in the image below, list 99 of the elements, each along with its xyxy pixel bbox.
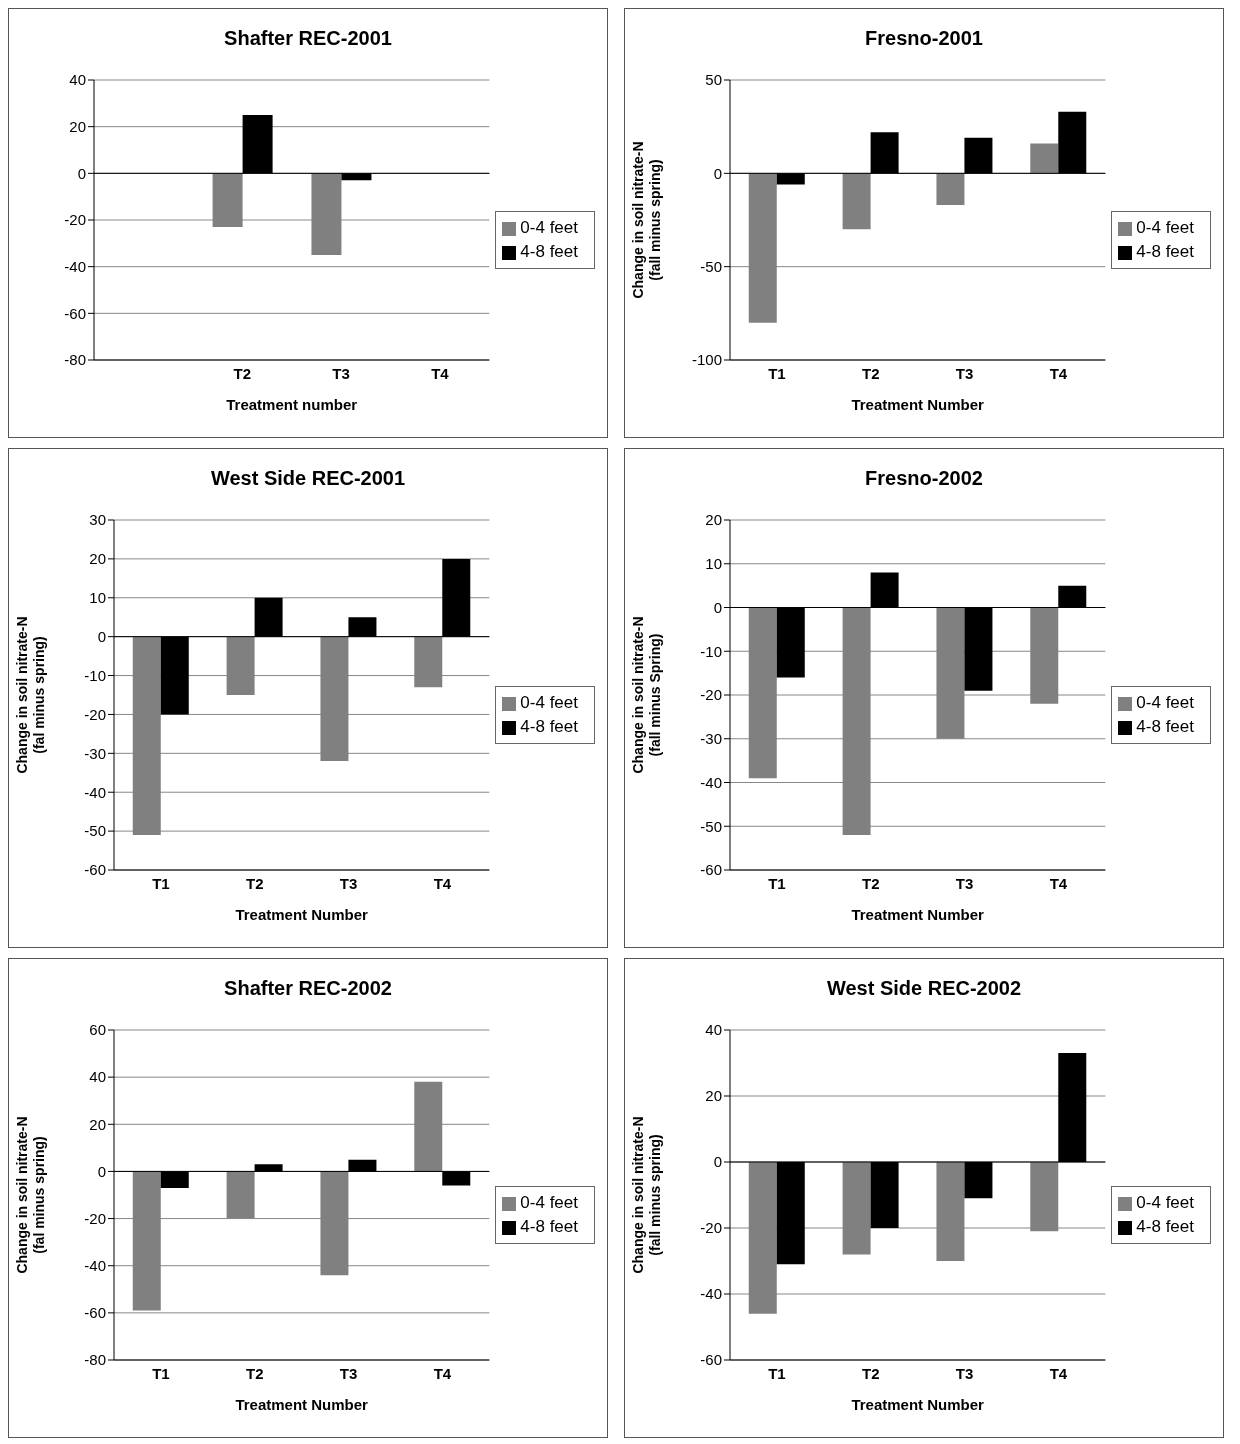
y-tick-label: -20 bbox=[84, 705, 106, 723]
y-tick-label: -80 bbox=[84, 1351, 106, 1369]
y-tick-label: -10 bbox=[84, 666, 106, 684]
y-axis-title: Change in soil nitrate-N (fall minus Spring) bbox=[630, 616, 663, 774]
y-tick-label: -10 bbox=[700, 642, 722, 660]
x-tick-label: T1 bbox=[768, 1364, 786, 1382]
y-tick-label: 20 bbox=[89, 550, 106, 568]
x-tick-label: T3 bbox=[955, 364, 974, 382]
x-axis-title: Treatment Number bbox=[851, 906, 985, 923]
y-tick-label: -40 bbox=[700, 773, 722, 791]
y-tick-label: 0 bbox=[97, 1162, 106, 1180]
y-tick-label: -50 bbox=[700, 817, 722, 835]
x-tick-label: T2 bbox=[246, 1364, 264, 1382]
legend-label: 4-8 feet bbox=[1136, 717, 1194, 736]
y-tick-label: 10 bbox=[89, 589, 106, 607]
y-tick-label: -40 bbox=[84, 783, 106, 801]
legend-label: 4-8 feet bbox=[520, 242, 578, 261]
y-tick-label: 0 bbox=[77, 164, 86, 182]
x-tick-label: T4 bbox=[433, 874, 452, 892]
y-tick-label: -30 bbox=[700, 730, 722, 748]
x-tick-label: T3 bbox=[339, 1364, 358, 1382]
chart-title: West Side REC-2001 bbox=[209, 467, 407, 490]
bar bbox=[842, 173, 871, 230]
x-tick-label: T4 bbox=[433, 1364, 452, 1382]
y-tick-label: 60 bbox=[89, 1021, 106, 1039]
y-tick-label: 0 bbox=[97, 627, 106, 645]
y-tick-label: 40 bbox=[89, 1068, 106, 1086]
y-tick-label: -100 bbox=[691, 351, 722, 369]
x-axis-title: Treatment Number bbox=[851, 396, 985, 413]
chart-title: Shafter REC-2002 bbox=[223, 977, 393, 1000]
x-tick-label: T2 bbox=[246, 874, 264, 892]
y-tick-label: -60 bbox=[84, 861, 106, 879]
y-tick-label: -60 bbox=[64, 304, 86, 322]
y-tick-label: -40 bbox=[64, 257, 86, 275]
y-tick-label: 10 bbox=[705, 555, 722, 573]
y-axis-title: Change in soil nitrate-N (fal minus spring) bbox=[14, 1116, 47, 1274]
x-axis-title: Treatment number bbox=[226, 396, 358, 413]
y-tick-label: 30 bbox=[89, 511, 106, 529]
x-axis-title: Treatment Number bbox=[851, 1396, 985, 1413]
bar bbox=[1030, 143, 1059, 174]
bar bbox=[936, 173, 965, 206]
x-tick-label: T2 bbox=[862, 1364, 880, 1382]
y-tick-label: -40 bbox=[84, 1257, 106, 1275]
x-tick-label: T3 bbox=[332, 364, 350, 382]
y-axis-title: Change in soil nitrate-N (fall minus spring) bbox=[630, 1116, 663, 1274]
y-tick-label: -20 bbox=[700, 686, 722, 704]
chart-title: Fresno-2001 bbox=[864, 27, 984, 50]
y-tick-label: 20 bbox=[69, 117, 86, 135]
legend-label: 4-8 feet bbox=[1136, 1217, 1194, 1236]
chart-title: Fresno-2002 bbox=[864, 467, 984, 490]
y-tick-label: -30 bbox=[84, 744, 106, 762]
y-tick-label: -50 bbox=[84, 822, 106, 840]
y-axis-title: Change in soil nitrate-N (fal minus spring) bbox=[14, 616, 47, 774]
x-tick-label: T4 bbox=[431, 364, 450, 382]
legend-label: 4-8 feet bbox=[520, 1217, 578, 1236]
x-tick-label: T4 bbox=[1049, 364, 1068, 382]
y-tick-label: 0 bbox=[713, 598, 722, 616]
x-tick-label: T1 bbox=[152, 1364, 170, 1382]
legend-label: 0-4 feet bbox=[520, 693, 578, 712]
y-axis-title: Change in soil nitrate-N (fall minus spring) bbox=[630, 141, 663, 299]
x-tick-label: T2 bbox=[862, 364, 880, 382]
legend-label: 4-8 feet bbox=[520, 717, 578, 736]
y-tick-label: -60 bbox=[700, 861, 722, 879]
x-tick-label: T2 bbox=[862, 874, 880, 892]
y-tick-label: -80 bbox=[64, 351, 86, 369]
legend-label: 4-8 feet bbox=[1136, 242, 1194, 261]
y-tick-label: -20 bbox=[64, 211, 86, 229]
y-tick-label: -20 bbox=[84, 1209, 106, 1227]
y-tick-label: 20 bbox=[705, 1087, 722, 1105]
y-tick-label: 50 bbox=[705, 71, 722, 89]
x-axis-title: Treatment Number bbox=[235, 906, 369, 923]
y-tick-label: 0 bbox=[713, 164, 722, 182]
legend-label: 0-4 feet bbox=[1136, 1193, 1194, 1212]
chart-title: Shafter REC-2001 bbox=[223, 27, 393, 50]
chart-title: West Side REC-2002 bbox=[825, 977, 1023, 1000]
legend-label: 0-4 feet bbox=[520, 1193, 578, 1212]
y-tick-label: -20 bbox=[700, 1219, 722, 1237]
x-tick-label: T3 bbox=[339, 874, 358, 892]
y-tick-label: 40 bbox=[69, 71, 86, 89]
y-tick-label: -60 bbox=[84, 1304, 106, 1322]
x-tick-label: T3 bbox=[955, 1364, 974, 1382]
legend-label: 0-4 feet bbox=[1136, 693, 1194, 712]
y-tick-label: 0 bbox=[713, 1153, 722, 1171]
x-tick-label: T1 bbox=[152, 874, 170, 892]
x-tick-label: T1 bbox=[768, 364, 786, 382]
y-tick-label: -40 bbox=[700, 1285, 722, 1303]
x-tick-label: T1 bbox=[768, 874, 786, 892]
x-tick-label: T4 bbox=[1049, 874, 1068, 892]
y-tick-label: -50 bbox=[700, 257, 722, 275]
x-tick-label: T2 bbox=[233, 364, 252, 382]
y-tick-label: -60 bbox=[700, 1351, 722, 1369]
x-tick-label: T3 bbox=[955, 874, 974, 892]
x-axis-title: Treatment Number bbox=[235, 1396, 369, 1413]
y-tick-label: 20 bbox=[705, 511, 722, 529]
legend-label: 0-4 feet bbox=[1136, 218, 1194, 237]
y-tick-label: 20 bbox=[89, 1115, 106, 1133]
x-tick-label: T4 bbox=[1049, 1364, 1068, 1382]
legend-label: 0-4 feet bbox=[520, 218, 578, 237]
y-tick-label: 40 bbox=[705, 1021, 722, 1039]
